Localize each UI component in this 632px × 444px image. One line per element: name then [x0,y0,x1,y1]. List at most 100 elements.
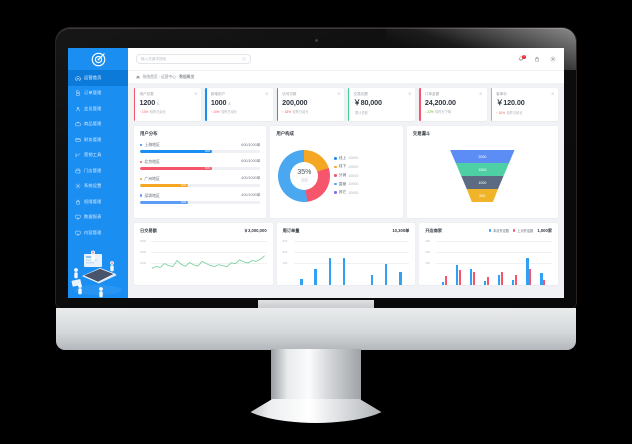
info-icon[interactable] [194,91,197,95]
sidebar-item-4[interactable]: 财务管理 [68,132,128,148]
lock-icon [535,56,539,62]
bar-7[interactable] [398,272,402,285]
stat-value: 200,000 [282,98,308,108]
sidebar-item-7[interactable]: 系统设置 [68,179,128,195]
stat-title: 访问次数 [282,91,297,96]
legend-value: 10000 [348,164,359,169]
bar-本月开店数 [498,274,501,285]
bar-3[interactable] [342,258,346,285]
chart-area: 900 600 300 [425,237,553,285]
funnel-layer-0[interactable]: 2000 访问人数 [450,150,515,163]
stat-value: ￥120.00 [496,98,525,108]
bar-1[interactable] [314,268,318,285]
stat-title: 客单价 [496,91,507,96]
funnel-label: 支付成功 [502,193,519,198]
bottom-row: 日交易额 ￥3,000,000 3000 2000 1000 周订单量 10,300单 900… [134,222,559,285]
webcam-icon [314,39,318,42]
funnel-layer-2[interactable]: 1000 提交订单 [461,176,504,189]
progress-list: 上海地区 600/1000单 60% 北京地区 600/1000单 60% 广州地区 400/… [140,142,261,205]
breadcrumb-item-1[interactable]: 运营中心 [160,74,177,79]
bar-pair-0[interactable] [441,275,447,285]
bar-5[interactable] [370,275,374,285]
bar-pair-2[interactable] [470,268,476,285]
info-icon[interactable] [551,91,554,95]
bell-button[interactable]: 3 [518,54,526,62]
bar-pair-6[interactable] [526,258,532,285]
settings-button[interactable] [550,56,556,62]
axis-tick: 300 [282,261,288,266]
bar-2[interactable] [328,258,332,285]
bar-pair-5[interactable] [512,275,518,285]
legend-label: 其它 [338,190,347,195]
info-icon[interactable] [265,91,269,95]
progress-fill: 40% [140,200,189,205]
legend-dot [140,194,143,197]
sidebar-item-5[interactable]: 营销工具 [68,148,128,164]
legend-label: 分销 [338,173,347,177]
bar-上月开店数 [472,272,476,285]
sidebar-item-3[interactable]: 商品管理 [68,117,128,133]
bell-badge: 3 [522,54,526,59]
sidebar-item-10[interactable]: 内容管理 [68,225,128,241]
funnel-chart: 2000 访问人数 1500 加入购物车 1000 提交订单 500 支付成功 [413,137,552,213]
briefcase-icon [75,122,81,127]
gear-icon [75,183,81,189]
progress-fill: 60% [140,150,213,154]
funnel-layer-1[interactable]: 1500 加入购物车 [455,163,510,176]
sidebar-item-8[interactable]: 权限管理 [68,194,128,210]
breadcrumb-item-0[interactable]: 系统首页 [142,74,158,79]
donut-legend: 线上 10000 线下 10000 分销 10000 直营 10000 其它 10000 [334,156,358,195]
gridline-2: 1000 [140,261,267,265]
stat-delta: ↑ 10% [210,109,220,114]
panel-title: 交易漏斗 [412,130,431,136]
legend-dot [140,143,143,147]
sidebar-item-label: 订单管理 [84,90,102,96]
info-icon[interactable] [479,91,483,95]
sidebar-item-6[interactable]: 门店管理 [68,163,128,179]
lock-button[interactable] [534,56,540,62]
stat-card-1[interactable]: 新增用户 1000人 ↑ 10% 较昨日增长 [205,88,273,121]
legend-dot [140,160,143,164]
bar-pair-1[interactable] [455,264,461,285]
sidebar-item-0[interactable]: 运营首页 [68,70,128,86]
sidebar-item-label: 门店管理 [84,167,102,173]
stat-card-2[interactable]: 访问次数 200,000 ↑ 18% 较昨日增长 [276,88,344,121]
bar-pair-3[interactable] [484,276,490,285]
lock-icon [76,199,80,205]
funnel-panel: 交易漏斗 2000 访问人数 1500 加入购物车 1000 提交订单 500 支付成功 [406,125,558,218]
stat-card-5[interactable]: 客单价 ￥120.00 ↑ 10% 较昨日增长 [490,88,558,121]
app-logo[interactable] [68,48,128,70]
bar-pair-7[interactable] [540,273,546,285]
sidebar-item-2[interactable]: 会员管理 [68,101,128,117]
axis-tick: 300 [425,261,431,266]
stat-delta: ↑ 13% [139,109,149,114]
stat-note: 较昨日增长 [506,110,523,115]
bar-6[interactable] [384,264,388,285]
stat-card-0[interactable]: 用户总数 1200人 ↑ 13% 较昨日增长 [134,88,202,121]
stat-card-4[interactable]: 订单金额 24,200.00 ↓ 22% 较昨日下降 [419,88,487,121]
chart-title: 开店商家 [425,227,443,233]
chart-title: 周订单量 [282,227,300,233]
bar-上月开店数 [529,269,532,285]
bar-本月开店数 [441,282,445,285]
stat-card-3[interactable]: 交易总额 ￥80,000 累计总额 [347,88,416,121]
target-logo-icon [91,52,105,66]
sidebar-item-label: 营销工具 [84,152,102,158]
breadcrumb-item-2[interactable]: 数据概览 [179,74,195,79]
info-icon[interactable] [408,91,411,95]
chart-legend-label-0: 本月开店数 [493,229,510,233]
search-input[interactable]: 输入关键词搜索 [136,53,251,65]
sidebar-item-9[interactable]: 数据报表 [68,210,128,226]
stat-title: 交易总额 [353,91,368,96]
bar-0[interactable] [300,279,303,285]
user-distribution-panel: 用户分布 上海地区 600/1000单 60% 北京地区 600/1000单 60% 广州地… [134,125,267,218]
info-icon[interactable] [337,91,340,95]
funnel-layer-3[interactable]: 500 支付成功 [466,189,498,202]
composition-legend-4: 其它 10000 [334,190,358,195]
bar-pair-4[interactable] [498,272,504,285]
sidebar-item-1[interactable]: 订单管理 [68,86,128,102]
axis-tick: 3000 [140,239,147,244]
progress-value: 400/1000单 [241,176,261,181]
stat-delta: ↑ 10% [496,110,505,115]
chart-area: 900 600 300 [283,237,410,285]
